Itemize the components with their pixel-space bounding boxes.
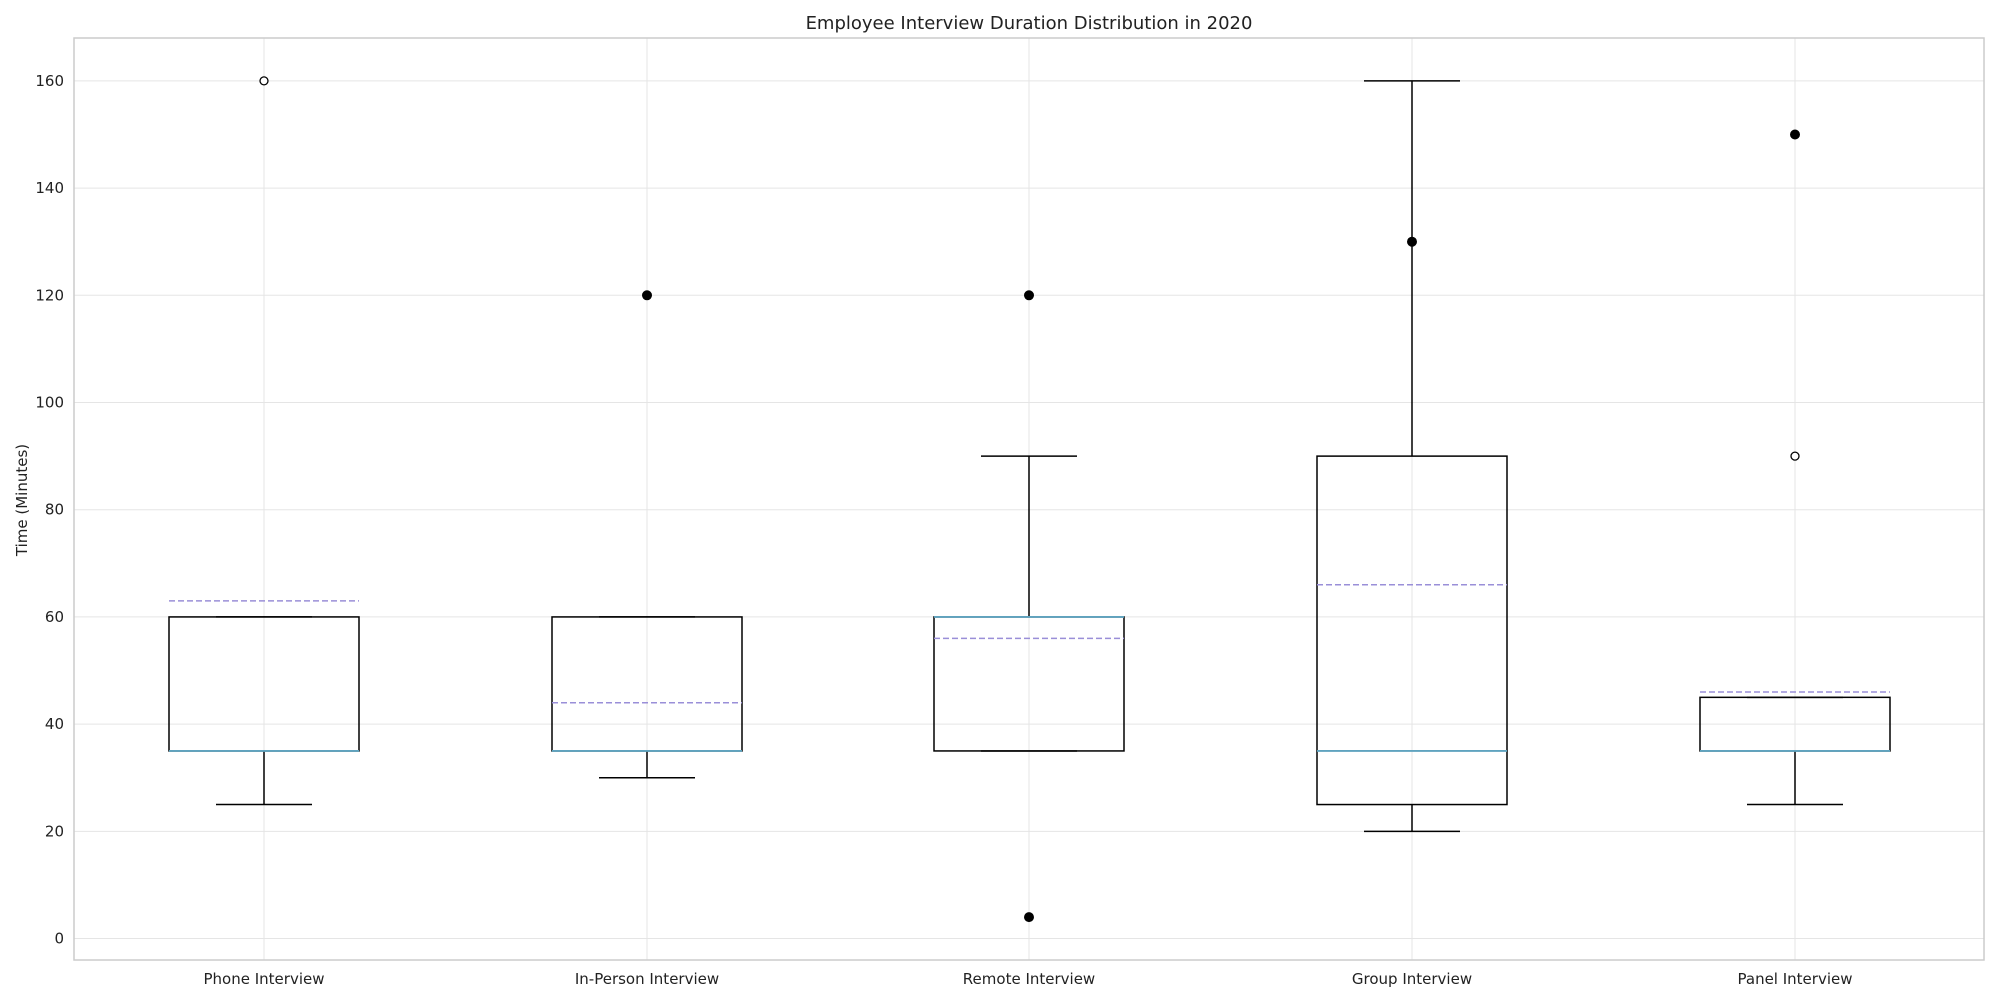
y-tick-label: 60 [45,608,64,626]
x-tick-label: Remote Interview [963,970,1095,988]
y-tick-label: 80 [45,501,64,519]
outlier-point-filled [1024,912,1034,923]
x-tick-labels: Phone Interview In-Person Interview Remote… [204,970,1853,988]
y-axis-label: Time (Minutes) [13,444,31,557]
box-body [1316,455,1508,806]
x-tick-label: Group Interview [1352,970,1472,988]
boxes [168,76,1891,923]
outlier-point-filled [1024,290,1034,301]
y-tick-label: 40 [45,715,64,733]
outlier-point-filled [1407,236,1417,247]
chart-title: Employee Interview Duration Distribution… [806,13,1253,34]
outlier-point [1790,451,1800,461]
y-tick-label: 20 [45,822,64,840]
y-tick-label: 0 [54,930,64,948]
x-tick-label: In-Person Interview [575,970,719,988]
y-tick-label: 100 [35,394,64,412]
box-group [168,76,360,806]
box-group [933,290,1125,923]
y-tick-label: 160 [35,72,64,90]
box-group [1699,129,1891,806]
plot-frame [73,37,1985,961]
x-tick-label: Panel Interview [1738,970,1853,988]
outlier-point-filled [642,290,652,301]
x-tick-label: Phone Interview [204,970,325,988]
y-tick-label: 120 [35,286,64,304]
box-group [551,290,743,779]
outlier-point-filled [1790,129,1800,140]
y-tick-label: 140 [35,179,64,197]
outlier-point [259,76,269,86]
box-group [1316,80,1508,833]
y-tick-labels: 0 20 40 60 80 100 120 140 160 [35,72,64,948]
